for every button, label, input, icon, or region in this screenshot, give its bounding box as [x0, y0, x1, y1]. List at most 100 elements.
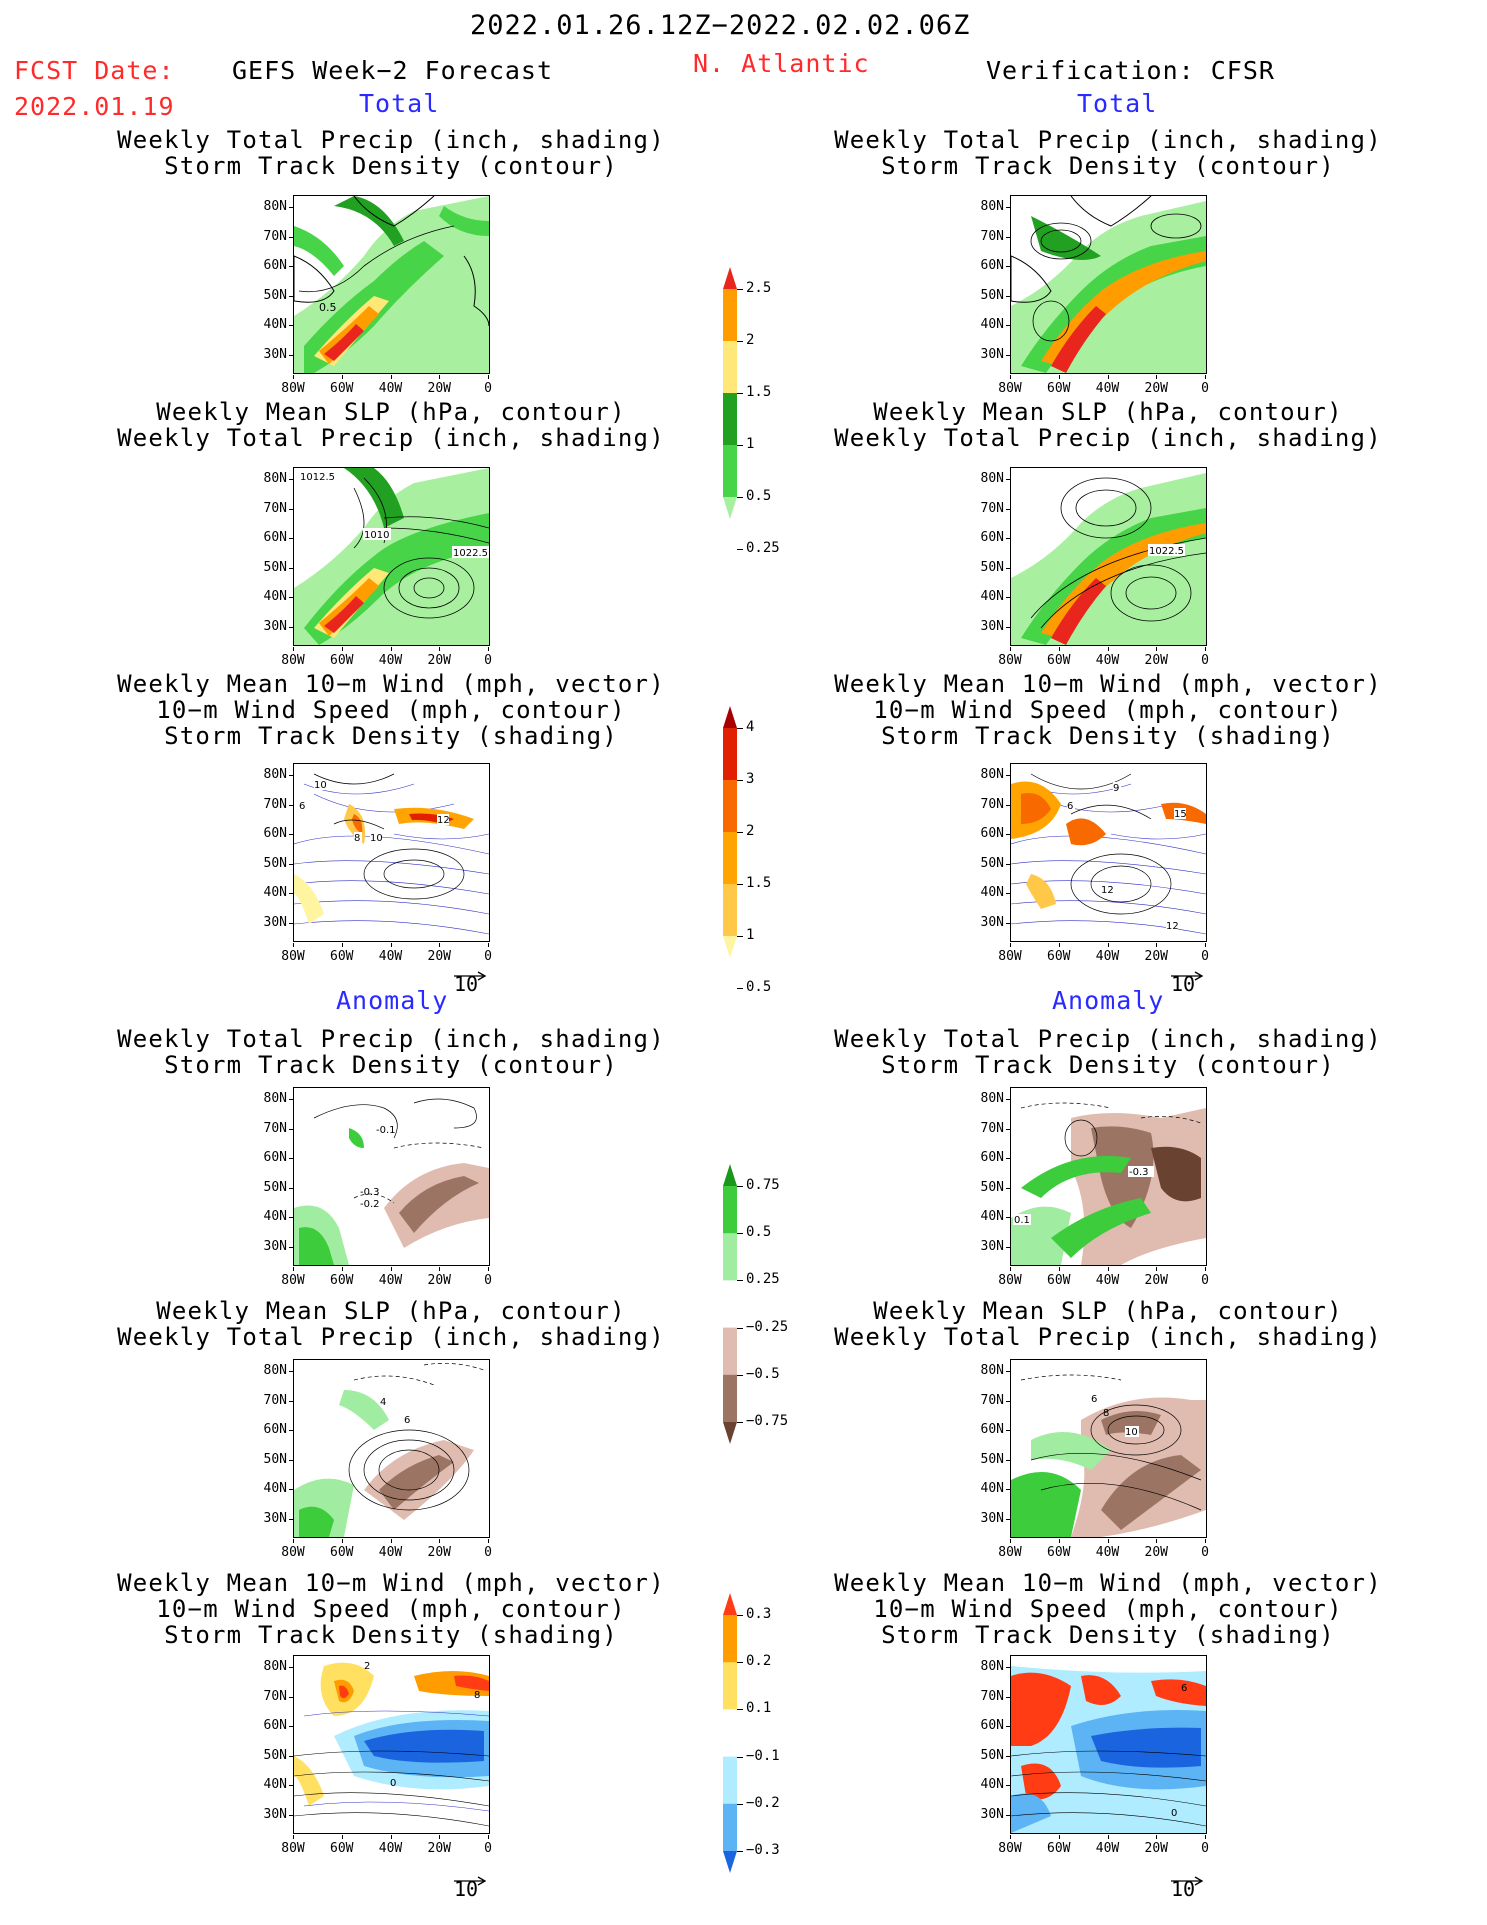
lat-tick-label: 50N — [263, 855, 287, 871]
lon-tick — [1156, 647, 1158, 651]
lat-tick-label: 50N — [980, 1451, 1004, 1467]
lat-tick — [289, 1158, 293, 1159]
lon-tick-label: 40W — [1095, 949, 1120, 964]
lat-tick-label: 60N — [980, 826, 1004, 841]
lat-tick-label: 80N — [263, 471, 287, 486]
lat-tick-label: 80N — [980, 1659, 1004, 1674]
lat-tick-label: 80N — [980, 199, 1004, 214]
lon-tick — [1205, 647, 1206, 651]
colorbar-label: 2.5 — [746, 280, 772, 296]
lon-tick-label: 80W — [998, 381, 1022, 396]
contour-label: 10 — [314, 780, 327, 791]
section-anomaly-right: Anomaly — [1052, 986, 1165, 1015]
lat-tick-label: 30N — [980, 618, 1004, 634]
title-obs-anom-slp: Weekly Mean SLP (hPa, contour) Weekly Tot… — [834, 1297, 1382, 1351]
lon-tick — [1156, 943, 1158, 947]
lon-tick-label: 80W — [998, 1545, 1022, 1560]
colorbar-swatch — [723, 1709, 737, 1758]
region-title: N. Atlantic — [693, 49, 870, 78]
colorbar-top-cap — [723, 267, 737, 289]
contour-label: -0.3 — [360, 1187, 380, 1198]
lat-tick — [1006, 804, 1010, 806]
colorbar-swatch — [723, 393, 737, 446]
colorbar-swatch — [723, 1186, 737, 1234]
lat-tick-label: 30N — [263, 618, 287, 634]
lon-tick — [1010, 943, 1011, 947]
colorbar-label: −0.2 — [746, 1794, 780, 1811]
lat-tick — [1006, 1099, 1010, 1100]
colorbar-top-cap — [723, 1593, 737, 1615]
lon-tick-label: 40W — [378, 1273, 403, 1288]
lon-tick — [439, 1835, 441, 1839]
lat-tick — [1006, 1158, 1010, 1159]
lon-tick-label: 0 — [1201, 1545, 1209, 1560]
lat-tick — [1006, 893, 1010, 894]
lat-tick — [289, 1518, 293, 1520]
colorbar-label: 1 — [746, 436, 755, 452]
colorbar-label: 1.5 — [746, 384, 772, 400]
colorbar-label: 0.2 — [746, 1653, 772, 1670]
lon-tick — [341, 647, 343, 651]
colorbar-bottom-cap — [723, 497, 737, 519]
lon-tick — [341, 1835, 343, 1839]
lon-tick — [1107, 943, 1109, 947]
colorbar-top-cap — [723, 1164, 737, 1186]
lat-tick — [1006, 1814, 1010, 1816]
lon-tick-label: 0 — [484, 1841, 492, 1856]
lat-tick — [1006, 863, 1010, 865]
colorbar-bottom-cap — [723, 1422, 737, 1444]
lat-tick — [289, 1128, 293, 1130]
lat-tick — [1006, 775, 1010, 776]
lon-tick — [488, 647, 489, 651]
contour-label: 8 — [1103, 1408, 1109, 1419]
colorbar-tick — [737, 1422, 743, 1423]
colorbar-track-total — [723, 706, 737, 958]
lat-tick-label: 30N — [980, 1238, 1004, 1254]
lat-tick-label: 60N — [263, 258, 287, 273]
lat-tick-label: 70N — [980, 1392, 1004, 1408]
lat-tick — [1006, 1785, 1010, 1786]
lon-tick-label: 40W — [378, 949, 403, 964]
lat-tick — [289, 597, 293, 598]
lat-tick-label: 80N — [263, 767, 287, 782]
lat-tick — [289, 626, 293, 628]
lon-tick-label: 40W — [378, 1841, 403, 1856]
lon-tick-label: 0 — [1201, 949, 1209, 964]
lon-tick — [439, 1539, 441, 1543]
contour-label: 1022.5 — [453, 548, 488, 559]
lon-tick-label: 40W — [1095, 1273, 1120, 1288]
lon-tick-label: 80W — [998, 949, 1022, 964]
map-obs-total-slp: 1022.5 — [1010, 467, 1207, 646]
colorbar-label: −0.25 — [746, 1318, 789, 1335]
lon-tick-label: 40W — [1095, 381, 1120, 396]
lat-tick — [289, 1400, 293, 1402]
title-fcst-total-precip: Weekly Total Precip (inch, shading) Storm… — [117, 126, 665, 180]
lat-tick-label: 60N — [263, 1150, 287, 1165]
lon-tick-label: 0 — [1201, 1841, 1209, 1856]
lat-tick — [289, 1755, 293, 1757]
colorbar-label: 1 — [746, 927, 755, 943]
lon-tick-label: 60W — [1047, 949, 1071, 964]
lat-tick — [1006, 479, 1010, 480]
lat-tick-label: 70N — [263, 1120, 287, 1136]
map-fcst-total-slp: 1012.5 1010 1022.5 — [293, 467, 490, 646]
contour-label: 12 — [1166, 921, 1179, 932]
contour-label: 6 — [1067, 801, 1073, 812]
lat-tick — [1006, 1217, 1010, 1218]
contour-label: 1022.5 — [1149, 546, 1184, 557]
lat-tick — [1006, 1489, 1010, 1490]
lon-tick-label: 20W — [427, 1841, 451, 1856]
lon-tick-label: 0 — [484, 1545, 492, 1560]
lon-tick — [1107, 1539, 1109, 1543]
lon-tick-label: 80W — [281, 1545, 305, 1560]
lat-tick-label: 30N — [980, 914, 1004, 930]
lat-tick — [289, 479, 293, 480]
colorbar-tick — [737, 289, 743, 290]
contour-label: 6 — [1181, 1683, 1187, 1694]
lat-tick — [289, 295, 293, 297]
lon-tick-label: 80W — [281, 381, 305, 396]
lon-tick-label: 20W — [427, 1545, 451, 1560]
map-fcst-anom-precip: -0.1 -0.3 -0.2 — [293, 1087, 490, 1266]
lon-tick — [1156, 1267, 1158, 1271]
colorbar-swatch — [723, 1615, 737, 1663]
